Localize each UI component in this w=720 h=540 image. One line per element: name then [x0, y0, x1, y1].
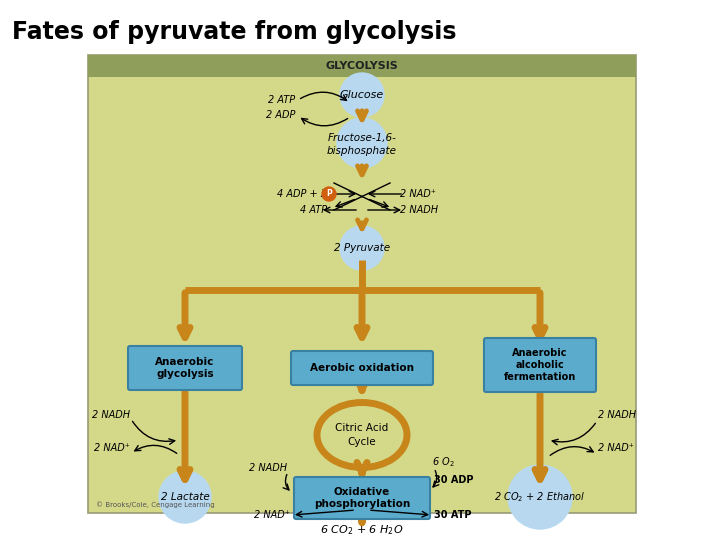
Circle shape: [340, 226, 384, 270]
FancyBboxPatch shape: [291, 351, 433, 385]
Text: 6 CO$_2$ + 6 H$_2$O: 6 CO$_2$ + 6 H$_2$O: [320, 523, 404, 537]
Text: 2 CO$_2$ + 2 Ethanol: 2 CO$_2$ + 2 Ethanol: [495, 490, 585, 504]
Text: 2 ADP: 2 ADP: [266, 110, 295, 120]
Text: GLYCOLYSIS: GLYCOLYSIS: [325, 61, 398, 71]
Text: 2 NADH: 2 NADH: [92, 410, 130, 420]
Text: 4 ADP + 2: 4 ADP + 2: [277, 189, 327, 199]
Text: 2 NAD⁺: 2 NAD⁺: [254, 510, 290, 520]
FancyBboxPatch shape: [88, 55, 636, 513]
Text: Anaerobic
glycolysis: Anaerobic glycolysis: [156, 357, 215, 379]
Text: Anaerobic
alcoholic
fermentation: Anaerobic alcoholic fermentation: [504, 348, 576, 382]
Text: © Brooks/Cole, Cengage Learning: © Brooks/Cole, Cengage Learning: [96, 501, 215, 508]
Circle shape: [340, 73, 384, 117]
Text: 4 ATP: 4 ATP: [300, 205, 327, 215]
Text: 30 ATP: 30 ATP: [434, 510, 472, 520]
FancyBboxPatch shape: [294, 477, 430, 519]
Text: 2 NAD⁺: 2 NAD⁺: [94, 443, 130, 453]
Circle shape: [159, 471, 211, 523]
Text: P: P: [326, 190, 332, 199]
Circle shape: [508, 465, 572, 529]
Text: Citric Acid
Cycle: Citric Acid Cycle: [336, 423, 389, 447]
Text: 2 NAD⁺: 2 NAD⁺: [598, 443, 634, 453]
Circle shape: [322, 187, 336, 201]
Text: 2 NADH: 2 NADH: [400, 205, 438, 215]
Text: 2 Lactate: 2 Lactate: [161, 492, 210, 502]
Text: 2 NAD⁺: 2 NAD⁺: [400, 189, 436, 199]
Circle shape: [337, 118, 387, 168]
Text: 2 Pyruvate: 2 Pyruvate: [334, 243, 390, 253]
Text: 2 NADH: 2 NADH: [249, 463, 287, 473]
Text: Oxidative
phosphorylation: Oxidative phosphorylation: [314, 487, 410, 509]
FancyBboxPatch shape: [88, 55, 636, 77]
Text: Fructose-1,6-: Fructose-1,6-: [328, 133, 397, 143]
FancyBboxPatch shape: [484, 338, 596, 392]
FancyBboxPatch shape: [128, 346, 242, 390]
Text: bisphosphate: bisphosphate: [327, 146, 397, 156]
Text: 2 ATP: 2 ATP: [268, 95, 295, 105]
Text: 2 NADH: 2 NADH: [598, 410, 636, 420]
Text: 6 O$_2$: 6 O$_2$: [432, 455, 454, 469]
Text: 30 ADP: 30 ADP: [434, 475, 474, 485]
Text: Fates of pyruvate from glycolysis: Fates of pyruvate from glycolysis: [12, 20, 456, 44]
Ellipse shape: [317, 402, 407, 468]
Text: Aerobic oxidation: Aerobic oxidation: [310, 363, 414, 373]
Text: Glucose: Glucose: [340, 90, 384, 100]
